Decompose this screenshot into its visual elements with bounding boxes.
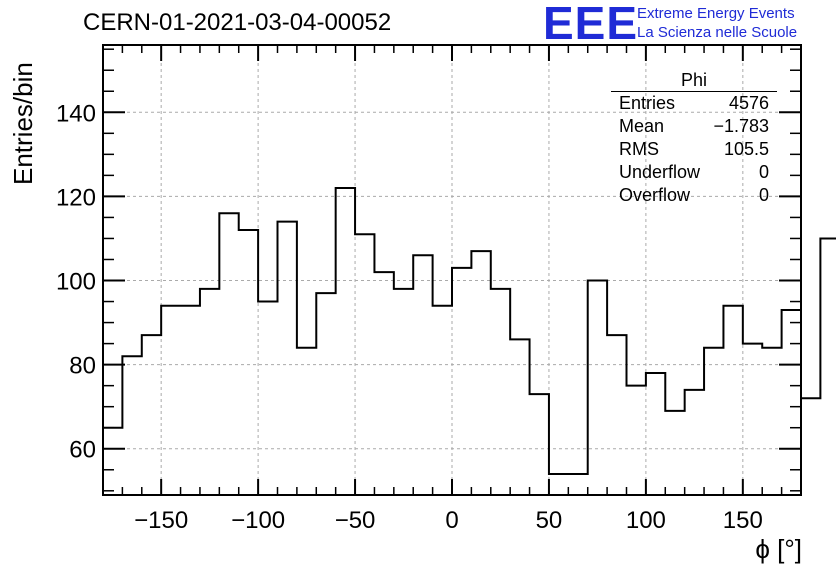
logo-caption-line1: Extreme Energy Events bbox=[637, 5, 795, 22]
y-axis-label: Entries/bin bbox=[8, 62, 38, 185]
stats-value: 0 bbox=[758, 185, 769, 205]
plot-frame bbox=[102, 44, 802, 496]
stats-box: Phi Entries 4576 Mean −1.783 RMS 105.5 U… bbox=[611, 70, 777, 207]
y-tick-label: 100 bbox=[56, 269, 96, 296]
stats-label: Entries bbox=[619, 93, 676, 113]
stats-value: 4576 bbox=[728, 93, 769, 113]
x-tick-label: −100 bbox=[231, 507, 285, 534]
y-tick-label: 60 bbox=[69, 437, 96, 464]
tick-labels: −150 −100 −50 0 50 100 150 60 80 100 120 140 bbox=[56, 100, 763, 534]
x-tick-label: 100 bbox=[626, 507, 666, 534]
run-title: CERN-01-2021-03-04-00052 bbox=[83, 9, 392, 36]
stats-row: Underflow 0 bbox=[611, 161, 777, 184]
stats-row: Mean −1.783 bbox=[611, 115, 777, 138]
stats-value: 0 bbox=[758, 162, 769, 182]
stats-label: Overflow bbox=[619, 185, 691, 205]
stats-label: RMS bbox=[619, 139, 659, 159]
x-tick-label: 150 bbox=[723, 507, 763, 534]
stats-row: RMS 105.5 bbox=[611, 138, 777, 161]
histogram-series bbox=[103, 186, 836, 475]
stats-label: Underflow bbox=[619, 162, 701, 182]
x-tick-label: 0 bbox=[445, 507, 458, 534]
x-axis-label: ϕ [°] bbox=[755, 534, 802, 564]
stats-label: Mean bbox=[619, 116, 665, 136]
logo-caption: Extreme Energy Events La Scienza nelle S… bbox=[637, 4, 797, 42]
y-tick-label: 80 bbox=[69, 353, 96, 380]
stats-value: 105.5 bbox=[723, 139, 769, 159]
y-tick-label: 140 bbox=[56, 100, 96, 127]
stats-value: −1.783 bbox=[713, 116, 769, 136]
stats-row: Entries 4576 bbox=[611, 92, 777, 115]
x-tick-label: −50 bbox=[335, 507, 376, 534]
axis-ticks bbox=[102, 45, 802, 495]
stats-row: Overflow 0 bbox=[611, 184, 777, 207]
stats-title: Phi bbox=[611, 70, 777, 92]
eee-logo: EEE bbox=[543, 0, 639, 49]
x-tick-label: −150 bbox=[134, 507, 188, 534]
x-tick-label: 50 bbox=[536, 507, 563, 534]
logo-caption-line2: La Scienza nelle Scuole bbox=[637, 24, 798, 41]
y-tick-label: 120 bbox=[56, 184, 96, 211]
